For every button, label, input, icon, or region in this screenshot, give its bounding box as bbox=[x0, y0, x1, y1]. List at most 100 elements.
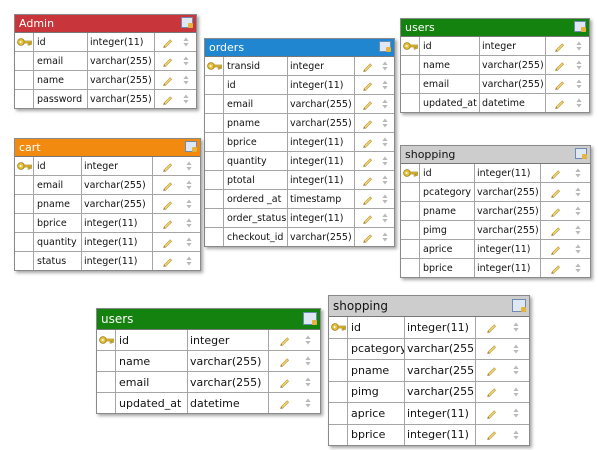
table-edit-icon[interactable] bbox=[575, 148, 587, 159]
column-row[interactable]: checkout_id varchar(255) bbox=[205, 228, 394, 246]
sort-arrows-icon[interactable] bbox=[513, 365, 519, 375]
sort-arrows-icon[interactable] bbox=[513, 430, 519, 440]
pencil-icon[interactable] bbox=[162, 180, 173, 191]
sort-arrows-icon[interactable] bbox=[381, 194, 388, 204]
column-row[interactable]: name varchar(255) bbox=[15, 71, 196, 90]
pencil-icon[interactable] bbox=[362, 118, 373, 129]
sort-arrows-icon[interactable] bbox=[575, 60, 582, 70]
sort-arrows-icon[interactable] bbox=[513, 408, 519, 418]
column-row[interactable]: aprice integer(11) bbox=[329, 403, 529, 425]
column-row[interactable]: pcategory varchar(255) bbox=[401, 183, 590, 202]
pencil-icon[interactable] bbox=[486, 386, 497, 398]
pencil-icon[interactable] bbox=[486, 322, 497, 333]
column-row[interactable]: id integer bbox=[401, 37, 589, 56]
sort-arrows-icon[interactable] bbox=[183, 75, 189, 85]
pencil-icon[interactable] bbox=[550, 244, 561, 255]
column-row[interactable]: id integer(11) bbox=[401, 164, 590, 183]
pencil-icon[interactable] bbox=[362, 156, 373, 167]
pencil-icon[interactable] bbox=[162, 199, 173, 210]
pencil-icon[interactable] bbox=[162, 56, 173, 67]
sort-arrows-icon[interactable] bbox=[381, 61, 388, 71]
table-edit-icon[interactable] bbox=[574, 21, 586, 32]
sort-arrows-icon[interactable] bbox=[185, 218, 192, 228]
sort-arrows-icon[interactable] bbox=[183, 37, 189, 47]
sort-arrows-icon[interactable] bbox=[185, 237, 192, 247]
sort-arrows-icon[interactable] bbox=[575, 263, 581, 273]
pencil-icon[interactable] bbox=[362, 80, 373, 91]
column-row[interactable]: bprice integer(11) bbox=[15, 214, 200, 233]
column-row[interactable]: pname varchar(255) bbox=[205, 114, 394, 133]
sort-arrows-icon[interactable] bbox=[575, 244, 581, 254]
pencil-icon[interactable] bbox=[162, 256, 173, 267]
column-row[interactable]: password varchar(255) bbox=[15, 90, 196, 108]
sort-arrows-icon[interactable] bbox=[575, 41, 582, 51]
sort-arrows-icon[interactable] bbox=[304, 398, 311, 408]
pencil-icon[interactable] bbox=[162, 37, 173, 48]
column-row[interactable]: email varchar(255) bbox=[15, 176, 200, 195]
sort-arrows-icon[interactable] bbox=[185, 256, 192, 266]
column-row[interactable]: updated_at datetime bbox=[97, 393, 320, 413]
pencil-icon[interactable] bbox=[362, 213, 373, 224]
pencil-icon[interactable] bbox=[162, 161, 173, 172]
sort-arrows-icon[interactable] bbox=[575, 187, 581, 197]
column-row[interactable]: pname varchar(255) bbox=[15, 195, 200, 214]
column-row[interactable]: bprice integer(11) bbox=[401, 259, 590, 277]
column-row[interactable]: bprice integer(11) bbox=[205, 133, 394, 152]
pencil-icon[interactable] bbox=[486, 343, 497, 355]
column-row[interactable]: transid integer bbox=[205, 57, 394, 76]
sort-arrows-icon[interactable] bbox=[183, 56, 189, 66]
pencil-icon[interactable] bbox=[362, 61, 373, 72]
sort-arrows-icon[interactable] bbox=[513, 387, 519, 397]
pencil-icon[interactable] bbox=[162, 94, 173, 105]
table-edit-icon[interactable] bbox=[185, 141, 197, 152]
column-row[interactable]: bprice integer(11) bbox=[329, 424, 529, 445]
pencil-icon[interactable] bbox=[279, 398, 290, 409]
sort-arrows-icon[interactable] bbox=[304, 356, 311, 366]
pencil-icon[interactable] bbox=[162, 237, 173, 248]
column-row[interactable]: aprice integer(11) bbox=[401, 240, 590, 259]
table-header[interactable]: users bbox=[401, 19, 589, 37]
column-row[interactable]: id integer(11) bbox=[329, 317, 529, 339]
pencil-icon[interactable] bbox=[362, 137, 373, 148]
column-row[interactable]: quantity integer(11) bbox=[205, 152, 394, 171]
column-row[interactable]: name varchar(255) bbox=[401, 56, 589, 75]
column-row[interactable]: name varchar(255) bbox=[97, 351, 320, 372]
pencil-icon[interactable] bbox=[362, 232, 373, 243]
column-row[interactable]: email varchar(255) bbox=[97, 372, 320, 393]
table-header[interactable]: shopping bbox=[329, 296, 529, 317]
column-row[interactable]: order_status integer(11) bbox=[205, 209, 394, 228]
sort-arrows-icon[interactable] bbox=[381, 137, 388, 147]
sort-arrows-icon[interactable] bbox=[185, 161, 192, 171]
table-header[interactable]: orders bbox=[205, 39, 394, 57]
pencil-icon[interactable] bbox=[279, 377, 290, 388]
sort-arrows-icon[interactable] bbox=[381, 118, 388, 128]
column-row[interactable]: updated_at datetime bbox=[401, 94, 589, 112]
sort-arrows-icon[interactable] bbox=[185, 199, 192, 209]
sort-arrows-icon[interactable] bbox=[185, 180, 192, 190]
sort-arrows-icon[interactable] bbox=[381, 232, 388, 242]
table-edit-icon[interactable] bbox=[512, 299, 526, 312]
column-row[interactable]: id integer bbox=[15, 157, 200, 176]
table-header[interactable]: shopping bbox=[401, 146, 590, 164]
pencil-icon[interactable] bbox=[162, 218, 173, 229]
column-row[interactable]: email varchar(255) bbox=[401, 75, 589, 94]
pencil-icon[interactable] bbox=[279, 356, 290, 367]
column-row[interactable]: pname varchar(255) bbox=[329, 360, 529, 382]
column-row[interactable]: id integer(11) bbox=[205, 76, 394, 95]
pencil-icon[interactable] bbox=[362, 99, 373, 110]
table-header[interactable]: users bbox=[97, 309, 320, 330]
pencil-icon[interactable] bbox=[362, 194, 373, 205]
column-row[interactable]: id integer bbox=[97, 330, 320, 351]
pencil-icon[interactable] bbox=[362, 175, 373, 186]
pencil-icon[interactable] bbox=[550, 168, 561, 179]
column-row[interactable]: quantity integer(11) bbox=[15, 233, 200, 252]
column-row[interactable]: pcategory varchar(255) bbox=[329, 338, 529, 360]
sort-arrows-icon[interactable] bbox=[575, 206, 581, 216]
column-row[interactable]: ptotal integer(11) bbox=[205, 171, 394, 190]
table-edit-icon[interactable] bbox=[181, 17, 193, 28]
column-row[interactable]: pname varchar(255) bbox=[401, 202, 590, 221]
sort-arrows-icon[interactable] bbox=[381, 80, 388, 90]
pencil-icon[interactable] bbox=[550, 263, 561, 274]
sort-arrows-icon[interactable] bbox=[575, 168, 581, 178]
sort-arrows-icon[interactable] bbox=[304, 377, 311, 387]
